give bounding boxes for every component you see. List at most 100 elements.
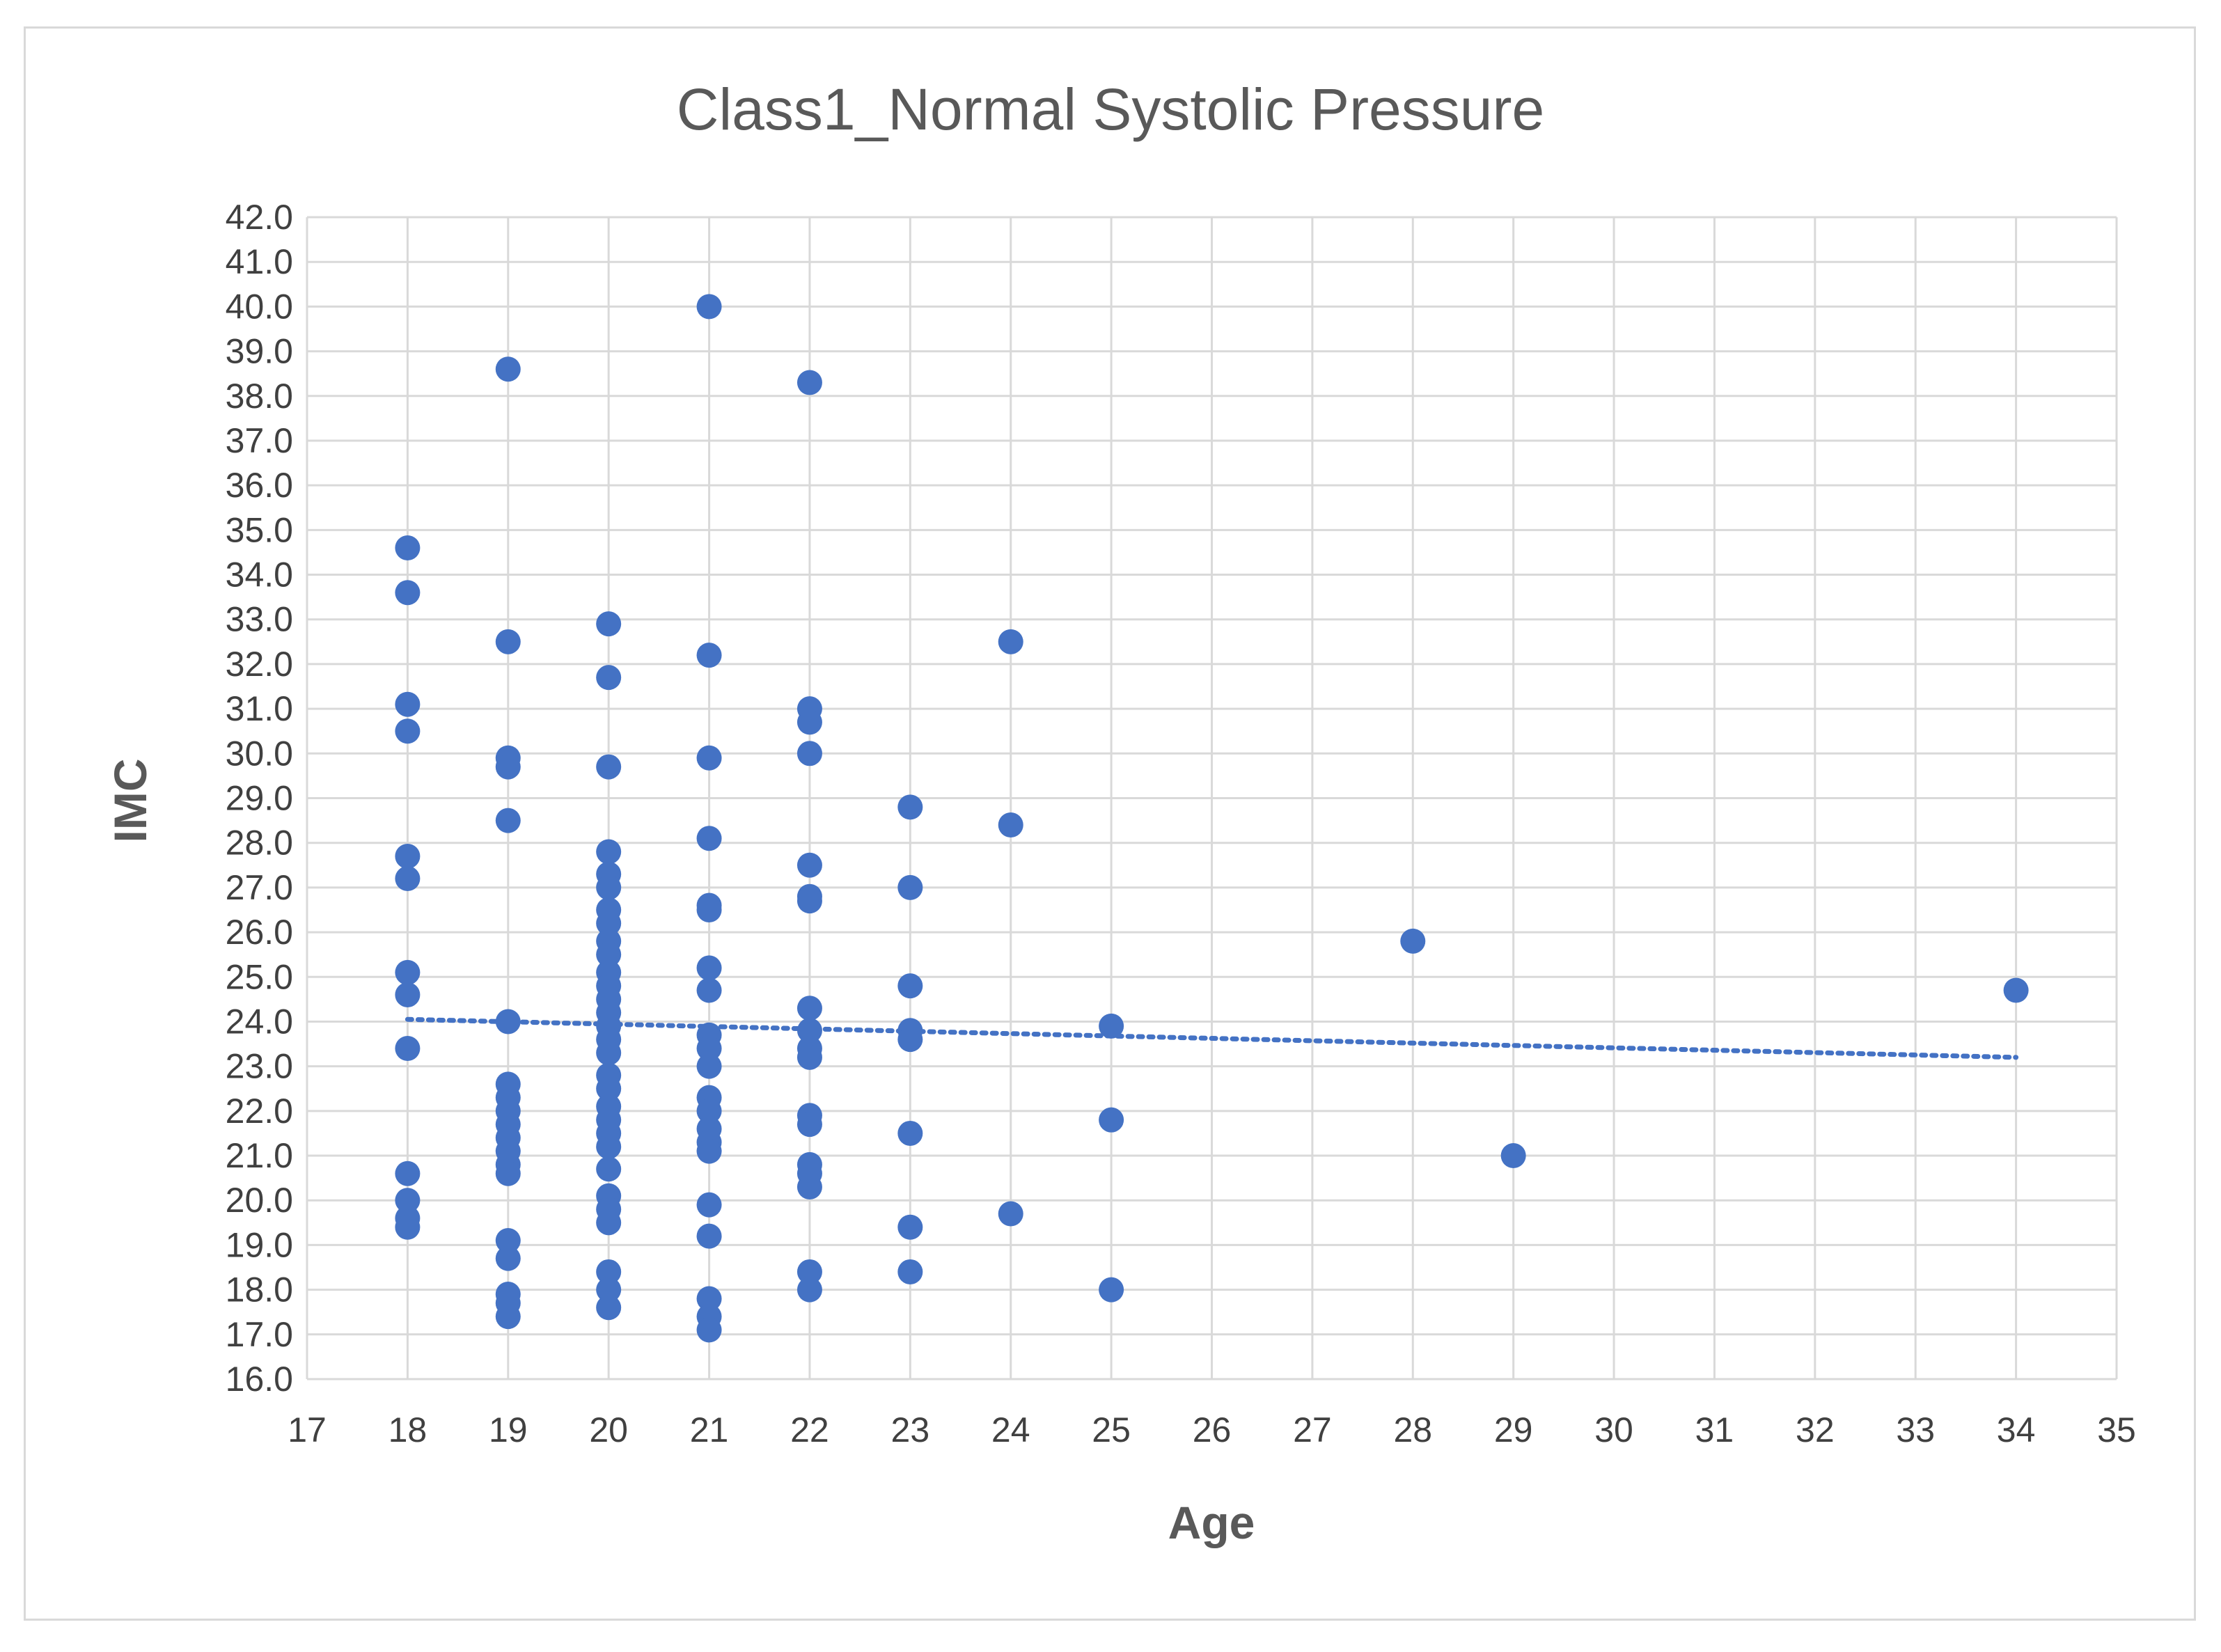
- data-point: [2003, 977, 2029, 1003]
- data-point: [696, 1192, 722, 1218]
- x-tick-label: 34: [1997, 1410, 2036, 1449]
- x-tick-label: 32: [1796, 1410, 1835, 1449]
- data-point: [796, 741, 822, 766]
- data-point: [696, 826, 722, 851]
- x-tick-label: 29: [1494, 1410, 1533, 1449]
- data-point: [596, 1040, 622, 1066]
- y-tick-label: 39.0: [226, 332, 293, 371]
- data-point: [897, 1027, 923, 1053]
- data-point: [395, 1214, 421, 1240]
- data-point: [596, 1076, 622, 1101]
- data-point: [796, 1112, 822, 1138]
- y-tick-label: 38.0: [226, 377, 293, 416]
- data-point: [696, 977, 722, 1003]
- data-point: [596, 611, 622, 637]
- data-point: [796, 1259, 822, 1284]
- y-axis-title: IMC: [104, 759, 156, 843]
- data-point: [796, 709, 822, 735]
- chart-frame: [24, 26, 2196, 1621]
- data-point: [395, 580, 421, 606]
- x-tick-label: 33: [1896, 1410, 1935, 1449]
- x-tick-label: 35: [2097, 1410, 2136, 1449]
- data-point: [696, 1223, 722, 1249]
- x-tick-label: 30: [1594, 1410, 1633, 1449]
- data-point: [897, 1120, 923, 1146]
- x-tick-label: 24: [991, 1410, 1030, 1449]
- data-point: [395, 1035, 421, 1061]
- data-point: [998, 629, 1023, 654]
- y-tick-label: 24.0: [226, 1002, 293, 1041]
- data-point: [495, 1245, 521, 1271]
- y-tick-label: 34.0: [226, 556, 293, 595]
- data-point: [1500, 1143, 1526, 1169]
- data-point: [696, 1138, 722, 1164]
- data-point: [1400, 928, 1426, 954]
- x-tick-label: 23: [891, 1410, 930, 1449]
- y-tick-label: 17.0: [226, 1315, 293, 1354]
- data-point: [1099, 1107, 1124, 1133]
- data-point: [1099, 1277, 1124, 1303]
- trendline: [405, 1016, 2019, 1060]
- y-tick-label: 22.0: [226, 1092, 293, 1131]
- y-tick-label: 19.0: [226, 1225, 293, 1264]
- data-point: [395, 1188, 421, 1213]
- chart-title: Class1_Normal Systolic Pressure: [677, 77, 1544, 142]
- data-point: [596, 665, 622, 691]
- y-tick-label: 21.0: [226, 1136, 293, 1175]
- trendline-group: [405, 1016, 2019, 1060]
- data-point: [696, 1035, 722, 1061]
- x-tick-label: 25: [1092, 1410, 1131, 1449]
- data-point: [696, 745, 722, 771]
- data-point: [495, 1161, 521, 1186]
- y-tick-label: 18.0: [226, 1271, 293, 1309]
- y-tick-label: 29.0: [226, 779, 293, 818]
- data-point: [897, 1259, 923, 1284]
- data-point: [495, 808, 521, 833]
- data-point: [796, 1174, 822, 1199]
- data-point: [395, 982, 421, 1007]
- data-point: [596, 1295, 622, 1321]
- x-axis-title: Age: [1168, 1497, 1255, 1548]
- y-tick-label: 41.0: [226, 242, 293, 281]
- data-point: [696, 294, 722, 320]
- data-point: [696, 1317, 722, 1343]
- data-point: [796, 1044, 822, 1070]
- data-point: [495, 1304, 521, 1330]
- data-point: [596, 1134, 622, 1160]
- data-point: [395, 535, 421, 561]
- y-tick-label: 31.0: [226, 689, 293, 728]
- y-tick-label: 28.0: [226, 824, 293, 863]
- data-point: [897, 874, 923, 900]
- data-point: [596, 911, 622, 936]
- data-point: [596, 874, 622, 900]
- data-point: [596, 942, 622, 968]
- y-tick-label: 26.0: [226, 913, 293, 952]
- data-point: [696, 643, 722, 668]
- x-tick-label: 22: [790, 1410, 829, 1449]
- data-points: [395, 294, 2029, 1343]
- data-point: [897, 794, 923, 820]
- data-point: [596, 1259, 622, 1284]
- x-tick-labels: 17 18 19 20 21 22 23 24 25 26 27 28 29 30 31 32 33 34 35: [288, 1410, 2136, 1449]
- x-tick-label: 26: [1193, 1410, 1232, 1449]
- x-tick-label: 19: [489, 1410, 528, 1449]
- y-tick-label: 30.0: [226, 734, 293, 773]
- data-point: [395, 866, 421, 892]
- data-point: [897, 973, 923, 999]
- y-tick-label: 23.0: [226, 1047, 293, 1086]
- y-tick-label: 40.0: [226, 287, 293, 326]
- data-point: [495, 629, 521, 654]
- y-tick-label: 16.0: [226, 1360, 293, 1399]
- data-point: [796, 996, 822, 1021]
- data-point: [495, 1228, 521, 1254]
- data-point: [796, 370, 822, 395]
- y-tick-label: 20.0: [226, 1181, 293, 1220]
- data-point: [696, 1286, 722, 1312]
- y-tick-labels: 16.0 17.0 18.0 19.0 20.0 21.0 22.0 23.0 24.0 25.0…: [226, 198, 293, 1399]
- data-point: [998, 812, 1023, 838]
- data-point: [596, 1277, 622, 1303]
- x-tick-label: 18: [389, 1410, 427, 1449]
- data-point: [796, 852, 822, 878]
- data-point: [696, 955, 722, 981]
